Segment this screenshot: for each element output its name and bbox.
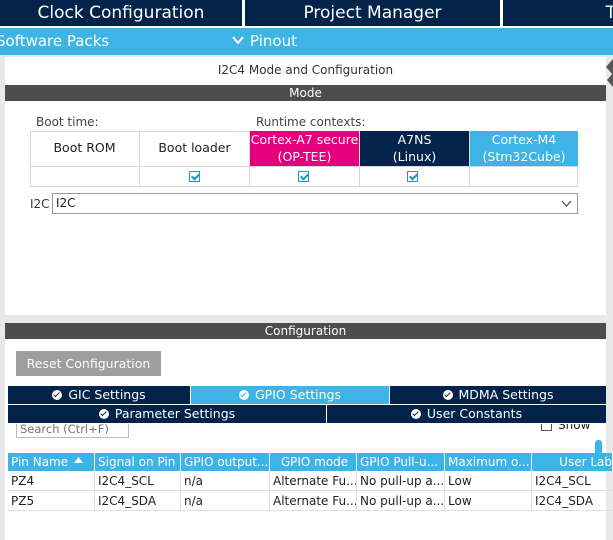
tab-tools-label: T bbox=[605, 3, 613, 23]
cell-user-label: I2C4_SCL bbox=[535, 474, 591, 488]
tab-parameter-settings[interactable]: Parameter Settings bbox=[8, 405, 326, 423]
tab-project-manager[interactable]: Project Manager bbox=[245, 0, 500, 26]
boot-loader-checkbox[interactable] bbox=[189, 171, 200, 182]
column-gpio-pull[interactable]: GPIO Pull-u... bbox=[357, 453, 445, 471]
reset-configuration-button[interactable]: Reset Configuration bbox=[16, 351, 161, 376]
tab-pinout[interactable]: Pinout bbox=[232, 28, 297, 55]
column-gpio-mode[interactable]: GPIO mode bbox=[270, 453, 357, 471]
cell-max-output: Low bbox=[445, 492, 532, 510]
pinout-label: Pinout bbox=[250, 32, 297, 50]
column-label: Pin Name bbox=[11, 455, 69, 469]
column-maximum-output[interactable]: Maximum o... bbox=[445, 453, 532, 471]
cell-gpio-output: n/a bbox=[181, 472, 270, 490]
show-toggle[interactable]: Show bbox=[541, 424, 601, 435]
cell-max-output: Low bbox=[445, 472, 532, 490]
tab-label: GIC Settings bbox=[68, 387, 146, 402]
sort-ascending-icon bbox=[74, 457, 84, 463]
column-gpio-output[interactable]: GPIO output... bbox=[181, 453, 270, 471]
cell-gpio-pull: No pull-up a... bbox=[357, 472, 445, 490]
tab-software-packs[interactable]: Software Packs bbox=[0, 32, 110, 50]
column-user-label[interactable]: User Lab bbox=[532, 453, 613, 471]
tab-clock-configuration[interactable]: Clock Configuration bbox=[0, 0, 242, 26]
i2c-mode-select[interactable]: I2C bbox=[52, 193, 578, 214]
tab-label: User Constants bbox=[426, 406, 523, 421]
tab-gpio-settings[interactable]: GPIO Settings bbox=[191, 386, 389, 404]
context-sub-label: (OP-TEE) bbox=[277, 149, 332, 164]
divider bbox=[359, 166, 360, 187]
chevron-left-icon bbox=[606, 59, 613, 87]
table-row[interactable]: PZ4 I2C4_SCL n/a Alternate Fu... No pull… bbox=[8, 472, 613, 491]
a7ns-checkbox[interactable] bbox=[407, 171, 418, 182]
tab-user-constants[interactable]: User Constants bbox=[327, 405, 606, 423]
cell-signal: I2C4_SCL bbox=[95, 472, 181, 490]
check-circle-icon bbox=[410, 409, 421, 419]
mode-panel-title: I2C4 Mode and Configuration bbox=[217, 63, 394, 77]
context-sub-label: (Linux) bbox=[392, 149, 437, 164]
cell-gpio-mode: Alternate Fu... bbox=[270, 492, 357, 510]
chevron-down-icon bbox=[232, 36, 244, 45]
context-sub-label: (Stm32Cube) bbox=[482, 149, 566, 164]
cell-gpio-output: n/a bbox=[181, 492, 270, 510]
show-checkbox[interactable] bbox=[541, 424, 552, 431]
divider bbox=[30, 166, 578, 167]
check-circle-icon bbox=[52, 390, 63, 400]
table-scrollbar-thumb[interactable] bbox=[595, 440, 602, 456]
boot-time-label: Boot time: bbox=[36, 115, 99, 129]
cortex-a7-secure-checkbox[interactable] bbox=[298, 171, 309, 182]
tab-gic-settings[interactable]: GIC Settings bbox=[8, 386, 190, 404]
context-cortex-m4: Cortex-M4 (Stm32Cube) bbox=[469, 131, 578, 166]
context-label: Cortex-A7 secure bbox=[250, 132, 359, 147]
cell-gpio-pull: No pull-up a... bbox=[357, 492, 445, 510]
context-label: Cortex-M4 bbox=[491, 132, 557, 147]
cell-signal: I2C4_SDA bbox=[95, 492, 181, 510]
table-row[interactable]: PZ5 I2C4_SDA n/a Alternate Fu... No pull… bbox=[8, 492, 613, 511]
cell-pin-name: PZ5 bbox=[8, 492, 95, 510]
search-input[interactable] bbox=[16, 424, 129, 438]
tab-label: Parameter Settings bbox=[114, 406, 236, 421]
divider bbox=[469, 166, 470, 187]
context-boot-loader: Boot loader bbox=[139, 131, 249, 166]
sub-tab-bar: Software Packs Pinout bbox=[0, 28, 613, 55]
tab-mdma-settings[interactable]: MDMA Settings bbox=[390, 386, 606, 404]
column-pin-name[interactable]: Pin Name bbox=[8, 453, 95, 471]
cell-gpio-mode: Alternate Fu... bbox=[270, 472, 357, 490]
context-a7ns: A7NS (Linux) bbox=[359, 131, 469, 166]
search-area bbox=[16, 424, 129, 439]
divider bbox=[139, 166, 140, 187]
side-collapse-arrow[interactable] bbox=[604, 57, 613, 117]
cell-user-label: I2C4_SDA bbox=[535, 494, 594, 508]
check-circle-icon bbox=[239, 390, 249, 400]
divider bbox=[249, 166, 250, 187]
show-label: Show bbox=[558, 424, 591, 432]
column-signal-on-pin[interactable]: Signal on Pin bbox=[95, 453, 181, 471]
chevron-down-icon bbox=[561, 200, 572, 207]
context-label: Boot loader bbox=[158, 140, 231, 155]
context-boot-rom: Boot ROM bbox=[30, 131, 139, 166]
tab-tools[interactable]: T bbox=[503, 0, 613, 26]
i2c-mode-value: I2C bbox=[56, 196, 76, 210]
i2c-label: I2C bbox=[30, 197, 50, 211]
context-cortex-a7-secure: Cortex-A7 secure (OP-TEE) bbox=[249, 131, 359, 166]
context-label: A7NS bbox=[397, 132, 432, 147]
mode-band: Mode bbox=[5, 85, 606, 101]
configuration-band: Configuration bbox=[5, 323, 606, 339]
runtime-contexts-label: Runtime contexts: bbox=[256, 115, 366, 129]
tab-label: MDMA Settings bbox=[458, 387, 554, 402]
tab-label: GPIO Settings bbox=[255, 387, 341, 402]
check-circle-icon bbox=[98, 409, 109, 419]
context-label: Boot ROM bbox=[53, 140, 116, 155]
cell-pin-name: PZ4 bbox=[8, 472, 95, 490]
check-circle-icon bbox=[442, 390, 453, 400]
